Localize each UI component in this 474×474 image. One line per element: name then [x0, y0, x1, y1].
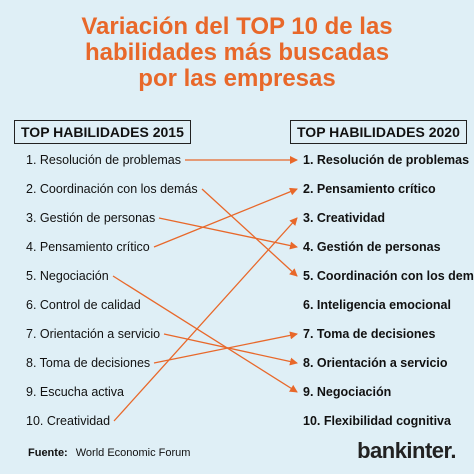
link-2-to-5: [201, 188, 298, 277]
source-note: Fuente: World Economic Forum: [28, 447, 190, 459]
left-item-8: 8. Toma de decisiones: [26, 356, 151, 370]
left-column-header: TOP HABILIDADES 2015: [14, 120, 191, 144]
left-item-5: 5. Negociación: [26, 269, 109, 283]
link-4-to-2: [153, 187, 298, 248]
right-item-2: 2. Pensamiento crítico: [303, 182, 436, 196]
right-item-9: 9. Negociación: [303, 385, 392, 399]
left-item-3: 3. Gestión de personas: [26, 211, 156, 225]
left-item-1: 1. Resolución de problemas: [26, 153, 181, 167]
source-text: World Economic Forum: [75, 447, 191, 459]
link-7-to-8: [163, 333, 298, 366]
bankinter-logo: bankinter.: [357, 438, 456, 463]
right-column-header: TOP HABILIDADES 2020: [290, 120, 467, 144]
left-item-4: 4. Pensamiento crítico: [26, 240, 150, 254]
right-item-6: 6. Inteligencia emocional: [303, 298, 451, 312]
right-item-5: 5. Coordinación con los demás: [303, 269, 474, 283]
left-item-7: 7. Orientación a servicio: [26, 327, 161, 341]
right-item-4: 4. Gestión de personas: [303, 240, 441, 254]
page-title: Variación del TOP 10 de las habilidades …: [0, 14, 474, 92]
title-line-1: Variación del TOP 10 de las: [81, 13, 393, 40]
link-3-to-4: [158, 217, 298, 250]
right-item-1: 1. Resolución de problemas: [303, 153, 470, 167]
right-item-10: 10. Flexibilidad cognitiva: [303, 414, 451, 428]
source-label: Fuente:: [28, 447, 68, 459]
left-item-6: 6. Control de calidad: [26, 298, 141, 312]
title-line-3: por las empresas: [138, 65, 336, 92]
left-item-2: 2. Coordinación con los demás: [26, 182, 198, 196]
link-8-to-7: [153, 331, 298, 364]
right-item-8: 8. Orientación a servicio: [303, 356, 448, 370]
title-line-2: habilidades más buscadas: [84, 39, 390, 66]
left-item-9: 9. Escucha activa: [26, 385, 124, 399]
left-item-10: 10. Creatividad: [26, 414, 111, 428]
right-item-7: 7. Toma de decisiones: [303, 327, 436, 341]
right-item-3: 3. Creatividad: [303, 211, 385, 225]
